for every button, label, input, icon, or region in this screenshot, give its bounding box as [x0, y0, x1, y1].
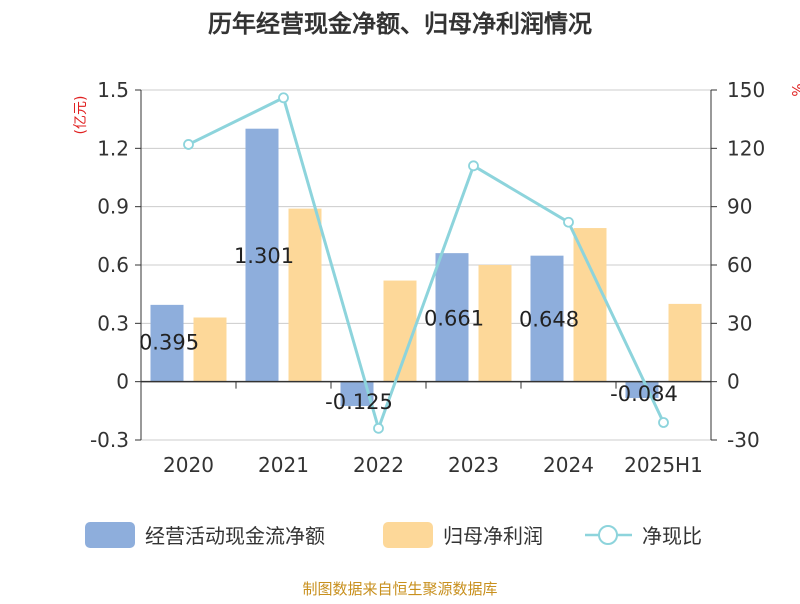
data-label-cashflow-2022: -0.125: [325, 390, 393, 414]
chart-title: 历年经营现金净额、归母净利润情况: [208, 10, 592, 38]
left-axis-tick-label: 0: [116, 370, 129, 394]
x-axis-tick-label: 2020: [163, 453, 214, 477]
bars: [150, 128, 702, 406]
left-axis-tick-label: -0.3: [90, 428, 129, 452]
bar-cashflow-2021: [245, 128, 279, 382]
right-y-axis: -30 0 30 60 90 120 150: [710, 78, 765, 452]
bar-profit-2021: [288, 208, 322, 382]
legend: 经营活动现金流净额 归母净利润 净现比: [85, 522, 702, 548]
legend-swatch-ratio-marker: [598, 525, 618, 545]
bar-cashflow-2024: [530, 255, 564, 382]
left-y-axis: -0.3 0 0.3 0.6 0.9 1.2 1.5: [90, 78, 142, 452]
x-axis-tick-label: 2022: [353, 453, 404, 477]
x-axis-tick-label: 2021: [258, 453, 309, 477]
data-label-cashflow-2025H1: -0.084: [610, 382, 678, 406]
x-axis: 2020 2021 2022 2023 2024 2025H1: [140, 380, 712, 477]
left-axis-tick-label: 1.2: [97, 136, 129, 160]
ratio-point-2020: [183, 139, 194, 150]
bar-profit-2024: [573, 228, 607, 382]
left-axis-unit: (亿元): [73, 96, 89, 135]
ratio-line: [183, 92, 669, 434]
left-axis-tick-label: 0.3: [97, 311, 129, 335]
ratio-point-2022: [373, 422, 384, 434]
bar-profit-2020: [193, 317, 227, 382]
x-axis-tick-label: 2025H1: [624, 453, 703, 477]
ratio-point-2025H1: [658, 417, 669, 428]
right-axis-tick-label: 150: [727, 78, 765, 102]
data-label-cashflow-2024: 0.648: [519, 308, 579, 332]
legend-swatch-profit: [383, 522, 433, 548]
data-label-cashflow-2021: 1.301: [234, 244, 294, 268]
legend-item-cashflow[interactable]: 经营活动现金流净额: [85, 522, 325, 548]
legend-label-profit: 归母净利润: [443, 524, 543, 548]
data-label-cashflow-2020: 0.395: [139, 331, 199, 355]
legend-swatch-cashflow: [85, 522, 135, 548]
legend-item-ratio[interactable]: 净现比: [585, 524, 702, 548]
bar-cashflow-2020: [150, 304, 184, 382]
left-axis-tick-label: 0.6: [97, 253, 129, 277]
right-axis-tick-label: 0: [727, 370, 740, 394]
x-axis-tick-label: 2023: [448, 453, 499, 477]
x-axis-tick-label: 2024: [543, 453, 594, 477]
ratio-line-path: [187, 96, 665, 430]
bar-profit-2025H1: [668, 303, 702, 382]
right-axis-tick-label: 30: [727, 311, 752, 335]
right-axis-tick-label: -30: [727, 428, 760, 452]
data-label-cashflow-2023: 0.661: [424, 306, 484, 330]
left-axis-tick-label: 0.9: [97, 195, 129, 219]
right-axis-unit: %: [788, 83, 800, 96]
left-axis-tick-label: 1.5: [97, 78, 129, 102]
right-axis-tick-label: 90: [727, 195, 752, 219]
legend-label-cashflow: 经营活动现金流净额: [145, 524, 325, 548]
source-note: 制图数据来自恒生聚源数据库: [302, 580, 497, 598]
ratio-point-2021: [278, 92, 289, 104]
right-axis-tick-label: 120: [727, 136, 765, 160]
ratio-point-2024: [563, 216, 574, 228]
right-axis-tick-label: 60: [727, 253, 752, 277]
data-labels: 0.395 1.301 -0.125 0.661 0.648 -0.084: [139, 244, 678, 414]
legend-label-ratio: 净现比: [642, 524, 702, 548]
legend-item-profit[interactable]: 归母净利润: [383, 522, 543, 548]
ratio-point-2023: [468, 160, 479, 172]
bar-cashflow-2023: [435, 253, 469, 382]
bar-profit-2023: [478, 265, 512, 382]
